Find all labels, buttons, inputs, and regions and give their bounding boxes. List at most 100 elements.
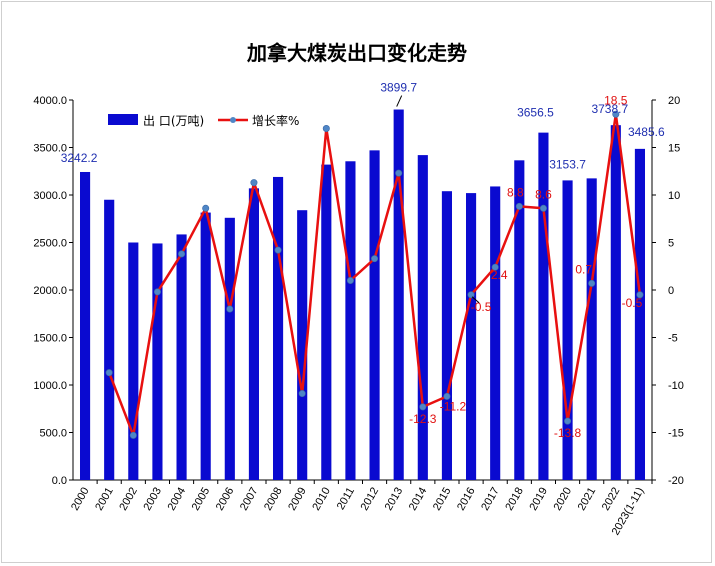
right-tick-label: -20 — [668, 475, 684, 487]
right-tick-label: -5 — [668, 333, 678, 345]
legend-line-label: 增长率% — [252, 113, 299, 128]
left-tick-label: 2500.0 — [33, 238, 67, 250]
legend: 出 口(万吨) 增长率% — [108, 113, 299, 128]
pct-value-label: -12.3 — [409, 412, 437, 426]
x-tick-label: 2009 — [286, 486, 309, 513]
x-tick-label: 2004 — [166, 486, 189, 513]
plot-area: 0.0 500.0 1000.0 1500.0 2000.0 2500.0 3000.0 35… — [33, 81, 684, 538]
bar — [321, 164, 332, 480]
bar — [465, 193, 477, 480]
left-tick-label: 0.0 — [52, 475, 67, 487]
pct-value-label: -0.5 — [471, 300, 492, 314]
growth-marker — [588, 279, 596, 287]
pct-value-label: -0.5 — [622, 296, 643, 310]
growth-marker — [467, 291, 475, 299]
x-tick-label: 2005 — [190, 486, 213, 513]
left-tick-label: 2000.0 — [33, 285, 67, 297]
x-tick-label: 2020 — [552, 486, 575, 513]
pct-value-label: 8.8 — [507, 185, 524, 199]
x-tick-label: 2022 — [600, 486, 623, 513]
bar — [490, 186, 501, 480]
x-tick-label: 2000 — [69, 486, 92, 513]
growth-marker — [419, 403, 427, 411]
pct-value-label: 18.5 — [604, 93, 628, 107]
right-tick-label: 10 — [668, 190, 680, 202]
bar-value-label: 3899.7 — [380, 81, 417, 95]
x-tick-label: 2013 — [383, 486, 406, 513]
growth-marker — [129, 431, 137, 439]
bar — [272, 176, 284, 480]
bar — [345, 161, 356, 480]
bar — [104, 199, 115, 480]
growth-marker — [395, 169, 403, 177]
x-tick-label: 2001 — [93, 486, 116, 513]
right-tick-label: 15 — [668, 143, 680, 155]
growth-marker — [491, 263, 499, 271]
growth-marker — [371, 255, 379, 263]
growth-marker — [202, 204, 210, 212]
growth-marker — [346, 276, 354, 284]
bar — [79, 171, 91, 480]
growth-marker — [564, 417, 572, 425]
bar — [152, 243, 163, 480]
bar — [610, 125, 621, 481]
bar — [297, 210, 308, 480]
growth-marker — [539, 204, 547, 212]
x-tick-label: 2008 — [262, 486, 285, 513]
legend-bar-label: 出 口(万吨) — [143, 114, 204, 128]
bar-value-label: 3485.6 — [628, 125, 665, 139]
bar — [224, 217, 235, 481]
bar — [634, 148, 646, 481]
x-tick-label: 2012 — [359, 486, 382, 513]
bar — [176, 234, 187, 480]
right-tick-label: -15 — [668, 428, 684, 440]
pct-value-label: -13.8 — [554, 426, 582, 440]
growth-marker — [298, 390, 306, 398]
right-tick-label: 20 — [668, 95, 680, 107]
bar — [586, 178, 597, 480]
chart-title: 加拿大煤炭出口变化走势 — [246, 41, 467, 65]
right-tick-label: 0 — [668, 285, 674, 297]
bar — [514, 160, 525, 480]
bar-value-label: 3153.7 — [549, 157, 586, 171]
x-tick-label: 2010 — [310, 486, 333, 513]
pct-value-label: -11.2 — [440, 399, 467, 413]
bar — [393, 109, 404, 480]
bar — [128, 242, 139, 480]
bar-value-label: 3656.5 — [517, 106, 554, 120]
left-tick-label: 3000.0 — [33, 190, 67, 202]
bar — [562, 180, 573, 480]
growth-marker — [274, 246, 282, 254]
left-tick-label: 3500.0 — [33, 143, 67, 155]
x-tick-label: 2006 — [214, 486, 237, 513]
growth-marker — [515, 202, 523, 210]
bar — [248, 188, 260, 480]
bar — [417, 155, 428, 480]
bar — [441, 191, 453, 480]
x-tick-label: 2003 — [141, 486, 164, 513]
growth-marker — [250, 179, 258, 187]
leader-line — [396, 95, 403, 107]
bar — [369, 150, 380, 480]
x-tick-label: 2019 — [527, 486, 550, 513]
x-tick-label: 2017 — [479, 486, 502, 513]
growth-marker — [322, 125, 330, 133]
growth-marker — [443, 392, 451, 400]
x-tick-label: 2015 — [431, 486, 454, 513]
bar-value-label: 3242.2 — [61, 151, 98, 165]
x-tick-label: 2016 — [455, 486, 478, 513]
growth-marker — [226, 305, 234, 313]
x-tick-label: 2011 — [335, 486, 357, 512]
x-tick-label: 2018 — [503, 486, 526, 513]
legend-bar-swatch — [108, 114, 138, 125]
bar — [538, 132, 549, 481]
x-tick-label: 2014 — [407, 486, 430, 513]
x-tick-label: 2002 — [117, 486, 140, 513]
pct-value-label: 2.4 — [491, 268, 508, 282]
pct-value-label: 8.6 — [535, 187, 552, 201]
growth-marker — [105, 369, 113, 377]
bar — [200, 212, 211, 480]
right-tick-label: -10 — [668, 380, 684, 392]
x-tick-label: 2021 — [576, 486, 599, 513]
left-tick-label: 4000.0 — [33, 95, 67, 107]
